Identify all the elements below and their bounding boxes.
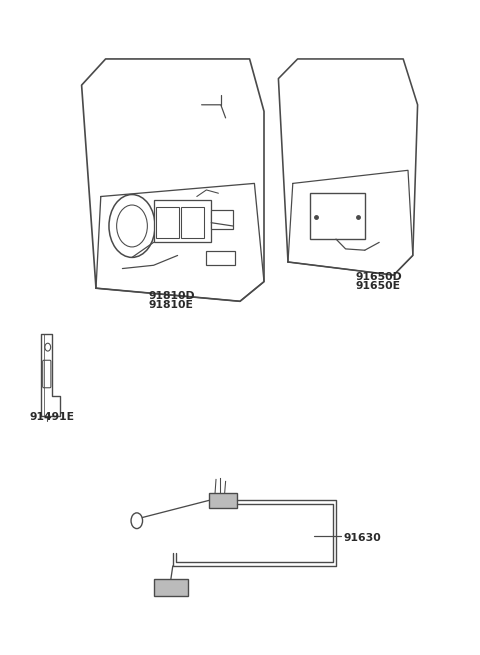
- Bar: [181, 207, 204, 238]
- Text: 91650E: 91650E: [355, 281, 400, 291]
- Bar: [310, 193, 365, 239]
- FancyBboxPatch shape: [43, 360, 51, 388]
- Text: 91491E: 91491E: [30, 413, 75, 422]
- Bar: [211, 210, 233, 229]
- Bar: [206, 251, 235, 265]
- Bar: [154, 200, 211, 242]
- Text: 91630: 91630: [343, 533, 381, 544]
- Bar: [154, 579, 188, 596]
- Text: 91650D: 91650D: [355, 272, 402, 282]
- Text: 91810D: 91810D: [149, 291, 195, 301]
- Text: 91810E: 91810E: [149, 301, 193, 310]
- Bar: [156, 207, 179, 238]
- Bar: [209, 493, 237, 508]
